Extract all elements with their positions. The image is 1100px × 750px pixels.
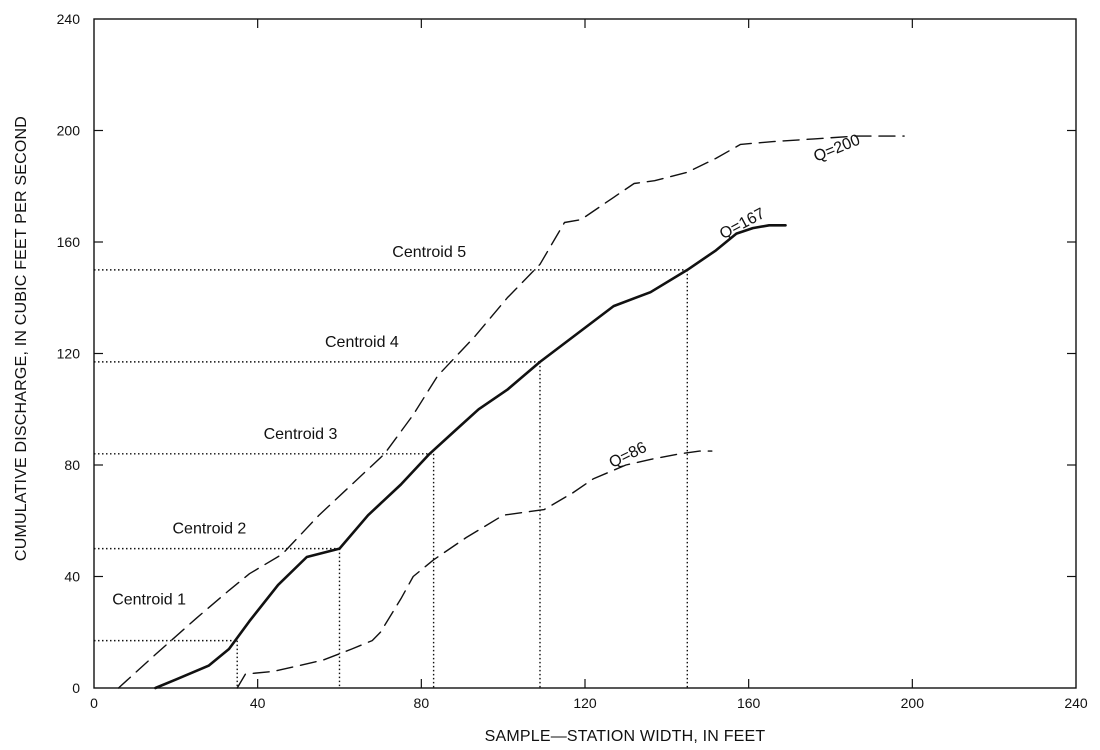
tick-labels: 0 40 80 120 160 200 240 0 40 80 120 160 200 240 [57, 11, 1088, 711]
y-tick-label: 80 [64, 457, 80, 473]
centroid-label: Centroid 2 [173, 521, 247, 538]
x-tick-label: 80 [414, 695, 430, 711]
series-line-2 [154, 224, 787, 690]
x-tick-label: 0 [90, 695, 98, 711]
annotations: Centroid 1 Centroid 2 Centroid 3 Centroid 4… [112, 132, 863, 609]
y-tick-label: 0 [72, 680, 80, 696]
x-tick-label: 40 [250, 695, 266, 711]
y-tick-label: 120 [57, 346, 81, 362]
y-tick-label: 200 [57, 123, 81, 139]
centroid-label: Centroid 4 [325, 334, 399, 351]
axis-ticks [94, 19, 1076, 688]
series-line-3 [236, 450, 713, 689]
centroid-guides [94, 269, 688, 688]
series-line-1 [117, 135, 905, 689]
centroid-label: Centroid 5 [392, 244, 466, 261]
curve-label: Q=86 [607, 439, 650, 472]
series-lines [117, 135, 905, 690]
centroid-label: Centroid 1 [112, 592, 186, 609]
y-tick-label: 240 [57, 11, 81, 27]
curve-label: Q=167 [717, 205, 768, 243]
x-tick-label: 160 [737, 695, 761, 711]
y-axis-title: CUMULATIVE DISCHARGE, IN CUBIC FEET PER … [13, 116, 30, 561]
y-tick-label: 160 [57, 234, 81, 250]
plot-frame [93, 18, 1077, 689]
y-tick-label: 40 [64, 569, 80, 585]
x-tick-label: 240 [1064, 695, 1088, 711]
x-tick-label: 120 [573, 695, 597, 711]
x-axis-title: SAMPLE—STATION WIDTH, IN FEET [485, 728, 766, 745]
x-tick-label: 200 [901, 695, 925, 711]
centroid-label: Centroid 3 [264, 426, 338, 443]
